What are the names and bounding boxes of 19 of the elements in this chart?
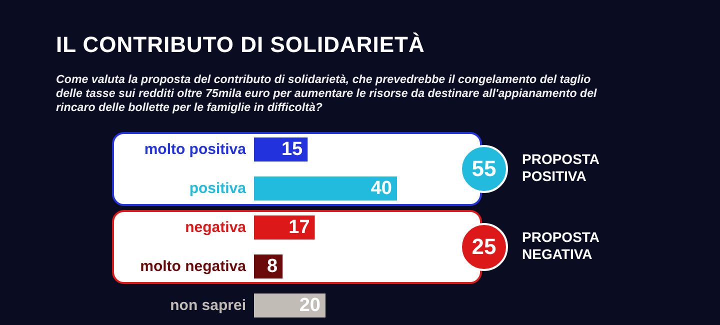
data-label: 8 (267, 256, 278, 277)
bar (254, 176, 397, 200)
chart-title: IL CONTRIBUTO DI SOLIDARIETÀ (56, 32, 425, 58)
bar (254, 216, 315, 240)
data-label: 17 (288, 217, 310, 238)
y-tick-label: non saprei (170, 297, 246, 314)
text: PROPOSTA POSITIVA (522, 151, 600, 185)
circle-badge: 55 (460, 145, 508, 193)
bar (254, 294, 326, 318)
data-label: 40 (370, 178, 392, 199)
text: PROPOSTA NEGATIVA (522, 229, 600, 263)
y-tick-label: molto positiva (144, 141, 247, 158)
circle-badge: 25 (460, 223, 508, 271)
data-label: 15 (281, 139, 304, 160)
y-tick-label: molto negativa (140, 258, 247, 275)
y-tick-label: negativa (185, 219, 247, 236)
data-label: 20 (299, 295, 320, 316)
y-tick-label: positiva (189, 180, 247, 197)
chart-subtitle: Come valuta la proposta del contributo di solidarietà, che prevedrebbe il congelamento del taglio delle tasse sui redditi oltre 75mila euro per aumentare le risorse da destinare all'appianamento del rincaro delle bollette per le famiglie in difficoltà? (56, 73, 598, 115)
